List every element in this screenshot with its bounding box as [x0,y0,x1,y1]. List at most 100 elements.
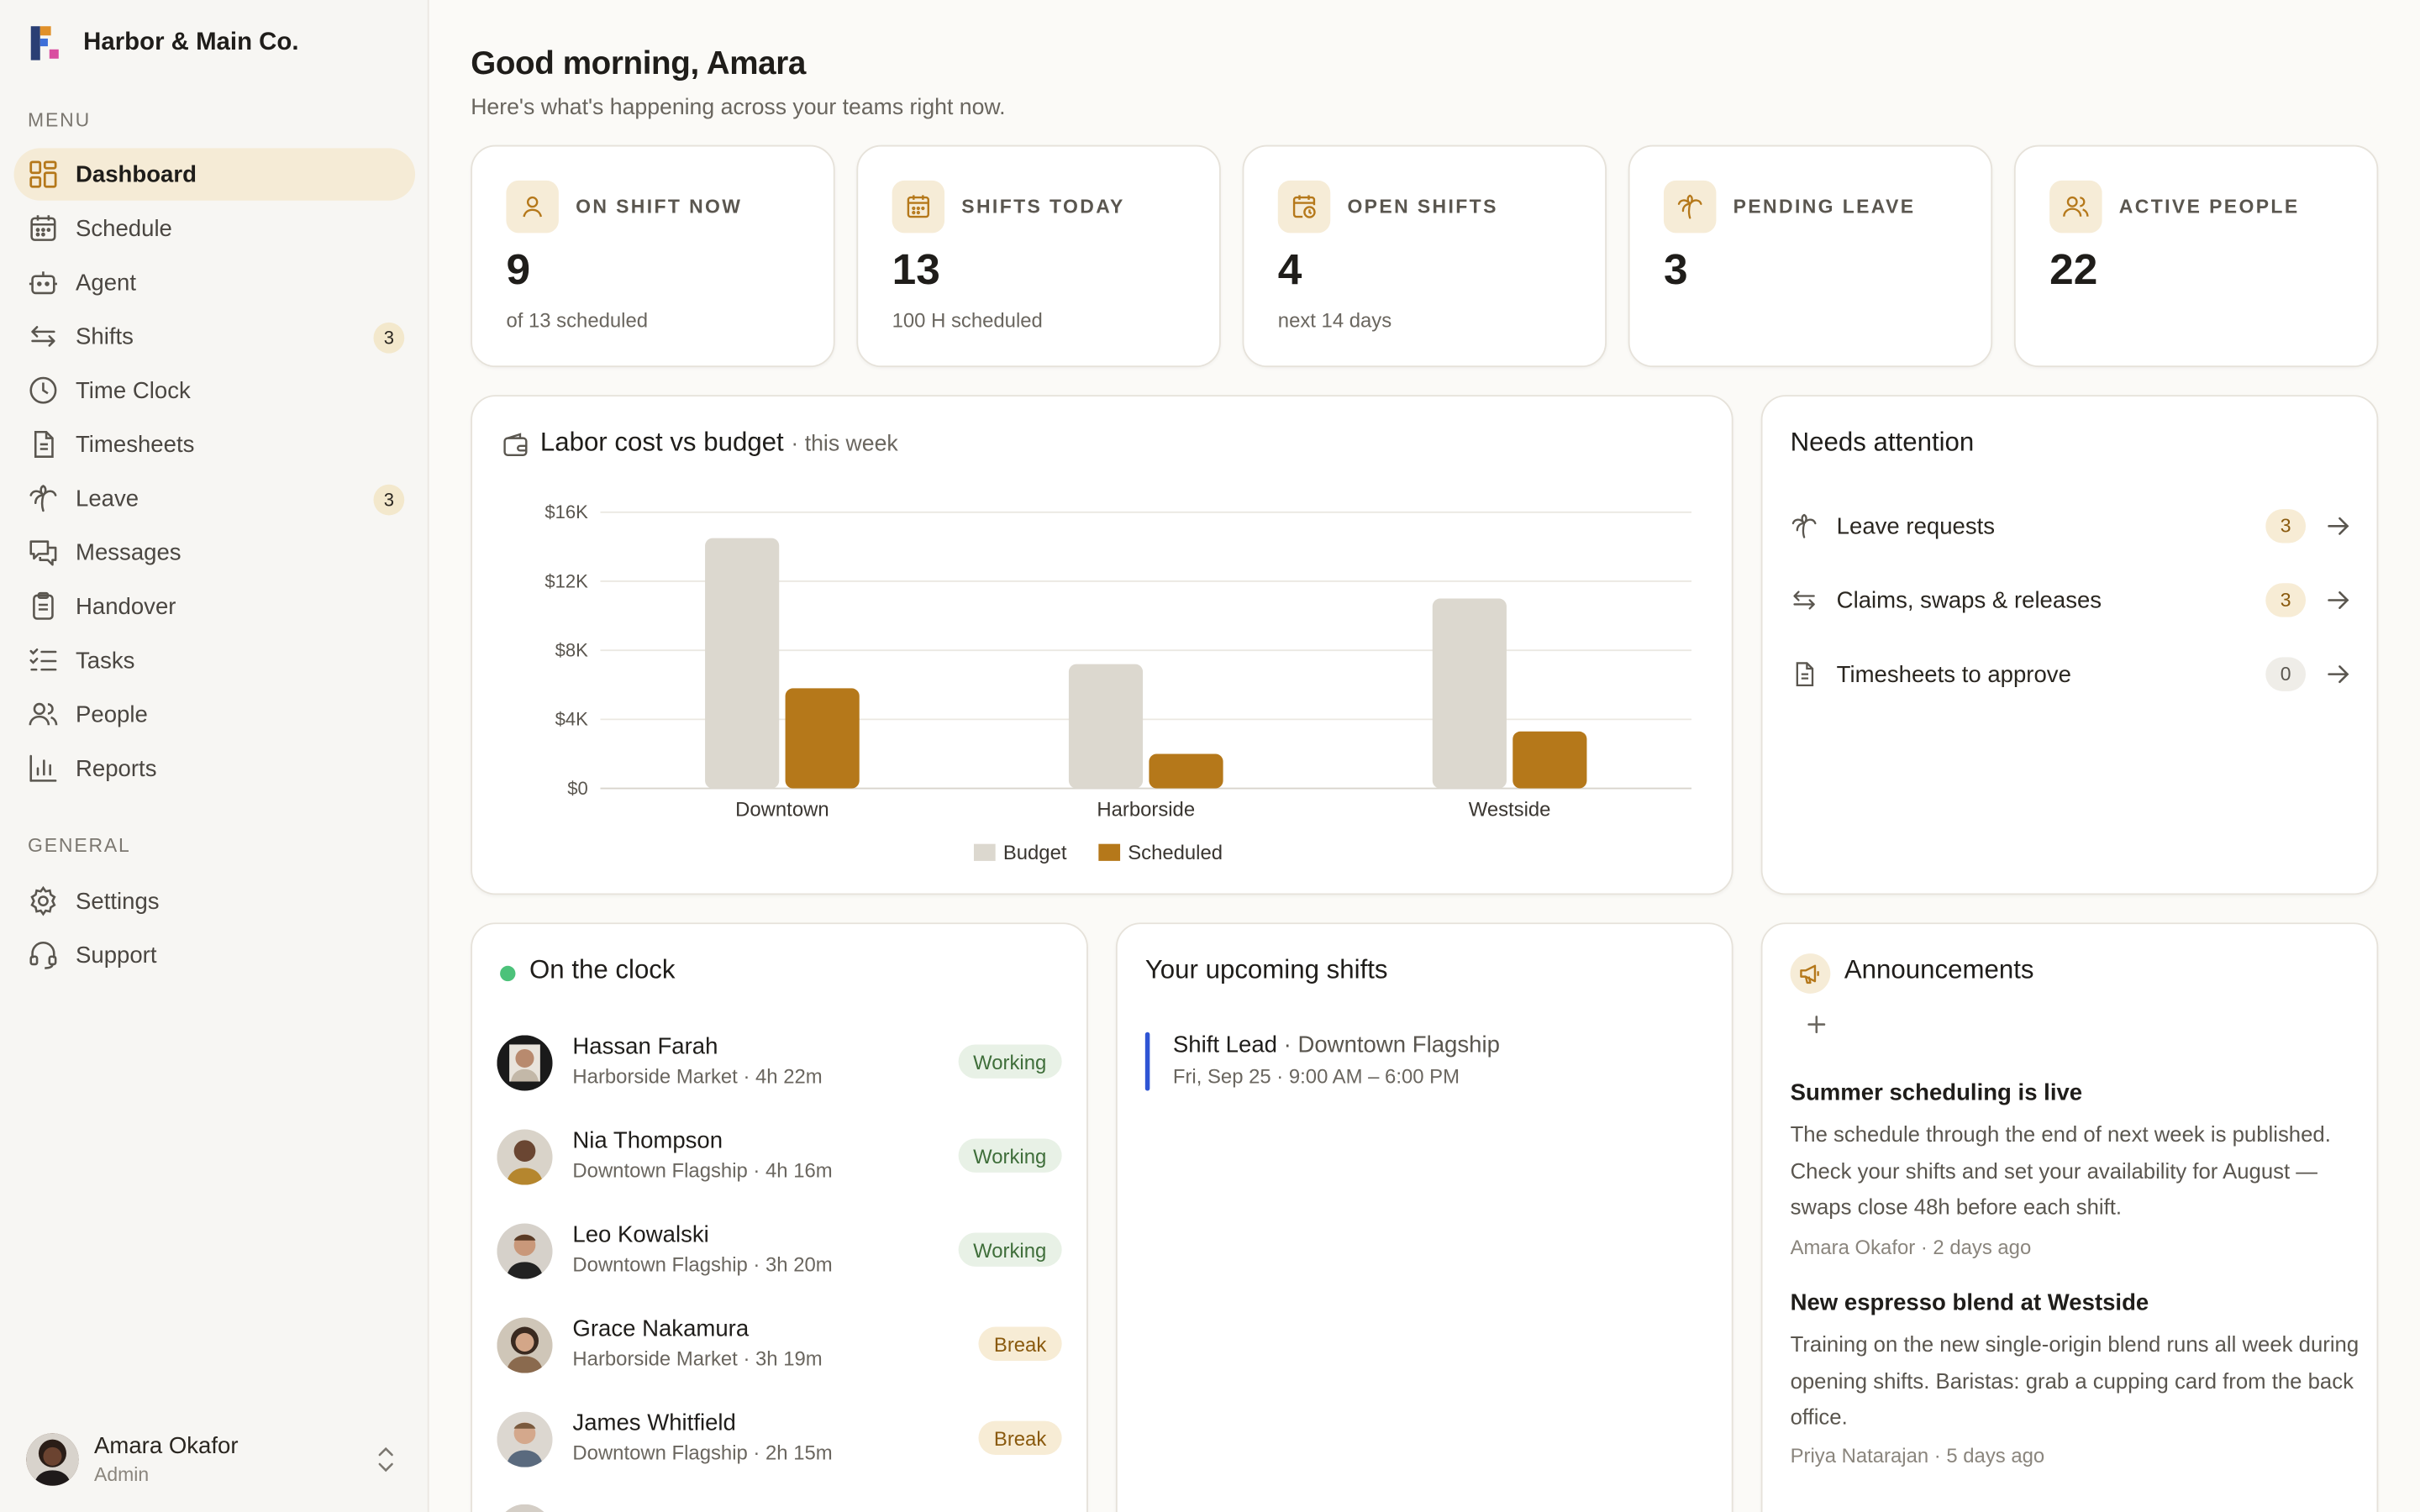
sidebar-item-label: Dashboard [75,160,197,188]
stat-value: 3 [1663,245,1688,293]
labor-card-title-text: Labor cost vs budget [539,427,784,457]
upcoming-shifts-title: Your upcoming shifts [1144,954,1388,984]
shift-role: Shift Lead [1172,1032,1277,1058]
sidebar-item-dashboard[interactable]: Dashboard [13,148,416,201]
sidebar-item-timesheets[interactable]: Timesheets [14,418,416,470]
chart-bar-scheduled [785,688,860,789]
labor-cost-card: Labor cost vs budget · this week $0 $4K $8… [471,395,1733,895]
arrow-right-icon[interactable] [2324,512,2352,540]
sidebar-item-label: People [75,701,148,728]
sidebar-item-leave[interactable]: Leave 3 [14,472,416,524]
shift-location: · Downtown Flagship [1276,1032,1500,1058]
attention-count-badge: 3 [2265,509,2307,543]
stat-card-active-people[interactable]: ACTIVE PEOPLE 22 [2013,144,2379,368]
page-title: Good morning, Amara [471,46,806,82]
sidebar-item-people[interactable]: People [14,688,416,740]
stat-value: 4 [1277,245,1302,293]
on-the-clock-card: On the clock Hassan Farah Harborside Mar… [471,922,1088,1512]
sidebar-item-agent[interactable]: Agent [14,256,416,308]
person-meta: Downtown Flagship · 3h 20m [572,1252,833,1276]
avatar [497,1504,553,1512]
status-badge: Working [957,1044,1062,1079]
x-tick-label: Harborside [1097,799,1195,822]
list-item[interactable]: Leo Kowalski Downtown Flagship · 3h 20m … [497,1221,1062,1282]
shifts-count-badge: 3 [373,322,405,354]
live-status-dot [500,965,516,982]
attention-item-claims-swaps[interactable]: Claims, swaps & releases 3 [1791,577,2353,623]
brand[interactable]: Harbor & Main Co. [30,26,299,60]
labor-card-title: Labor cost vs budget · this week [540,428,898,459]
calendar-icon [892,180,945,234]
announcements-title: Announcements [1844,954,2034,984]
sidebar-item-reports[interactable]: Reports [14,742,416,794]
swap-icon [31,326,55,347]
stat-label: PENDING LEAVE [1733,196,1916,218]
stat-card-pending-leave[interactable]: PENDING LEAVE 3 [1628,144,1993,368]
calendar-clock-icon [1277,180,1331,234]
announcement-title[interactable]: Summer scheduling is live [1790,1079,2083,1106]
on-the-clock-title: On the clock [529,954,676,984]
user-menu[interactable]: Amara Okafor Admin [26,1429,412,1490]
status-badge: Working [957,1138,1062,1173]
announcement-title[interactable]: New espresso blend at Westside [1790,1289,2149,1316]
list-item[interactable]: Nia Thompson Downtown Flagship · 4h 16m … [497,1126,1062,1188]
sidebar-item-label: Tasks [75,647,135,674]
labor-card-suffix: · this week [791,432,898,457]
sidebar-item-handover[interactable]: Handover [14,580,416,633]
avatar [497,1223,553,1279]
user-role: Admin [94,1464,150,1486]
labor-cost-chart: $0 $4K $8K $12K $16K Downtown Harborside Westsi… [544,501,1692,864]
y-tick-label: $12K [544,570,588,591]
person-meta: Downtown Flagship · 2h 15m [572,1441,833,1465]
list-item[interactable]: Hassan Farah Harborside Market · 4h 22m … [497,1032,1062,1094]
chart-bar-scheduled [1512,731,1587,789]
person-name: James Whitfield [572,1410,736,1436]
document-icon [1796,662,1814,687]
sidebar-item-support[interactable]: Support [14,929,416,981]
status-badge: Break [978,1420,1062,1456]
sidebar-item-label: Messages [75,538,182,566]
status-badge: Break [978,1326,1062,1361]
sidebar-item-settings[interactable]: Settings [14,874,416,927]
sidebar-item-time-clock[interactable]: Time Clock [14,364,416,416]
headset-icon [29,941,57,969]
person-name: Hassan Farah [572,1033,718,1060]
sidebar-item-label: Settings [75,888,160,915]
sidebar-item-tasks[interactable]: Tasks [14,634,416,686]
stat-value: 9 [506,245,531,293]
upcoming-shift-item[interactable]: Shift Lead · Downtown Flagship Fri, Sep … [1144,1031,1701,1092]
stat-card-open-shifts[interactable]: OPEN SHIFTS 4 next 14 days [1242,144,1607,368]
avatar [497,1035,553,1091]
stat-note: next 14 days [1277,308,1392,332]
leave-count-badge: 3 [373,484,405,516]
attention-item-timesheets[interactable]: Timesheets to approve 0 [1791,651,2353,697]
dashboard-icon [29,160,57,188]
arrow-right-icon[interactable] [2324,660,2352,688]
needs-attention-title: Needs attention [1790,427,1975,457]
sidebar-item-schedule[interactable]: Schedule [14,202,416,255]
status-badge: Working [957,1232,1062,1267]
sidebar-item-label: Handover [75,593,176,620]
sidebar-item-label: Time Clock [75,377,191,404]
avatar [497,1129,553,1185]
document-icon [34,430,54,458]
attention-count-badge: 0 [2265,657,2307,691]
chart-bar-budget [1068,664,1144,789]
stat-card-shifts-today[interactable]: SHIFTS TODAY 13 100 H scheduled [856,144,1221,368]
arrow-right-icon[interactable] [2324,586,2352,614]
avatar [497,1411,553,1467]
bar-chart-icon [29,754,57,782]
chart-bar-scheduled [1149,753,1223,789]
sidebar-item-label: Agent [75,269,137,296]
list-item[interactable]: James Whitfield Downtown Flagship · 2h 1… [497,1409,1062,1470]
stat-card-on-shift[interactable]: ON SHIFT NOW 9 of 13 scheduled [471,144,835,368]
people-icon [2049,180,2102,234]
sidebar-item-messages[interactable]: Messages [14,526,416,578]
avatar [26,1433,79,1486]
list-item[interactable]: Grace Nakamura Harborside Market · 3h 19… [497,1315,1062,1376]
attention-item-leave-requests[interactable]: Leave requests 3 [1791,503,2353,549]
plus-icon[interactable] [1806,1014,1828,1036]
chevron-up-down-icon[interactable] [375,1444,397,1475]
palm-tree-icon [29,485,57,512]
sidebar-item-shifts[interactable]: Shifts 3 [14,310,416,362]
